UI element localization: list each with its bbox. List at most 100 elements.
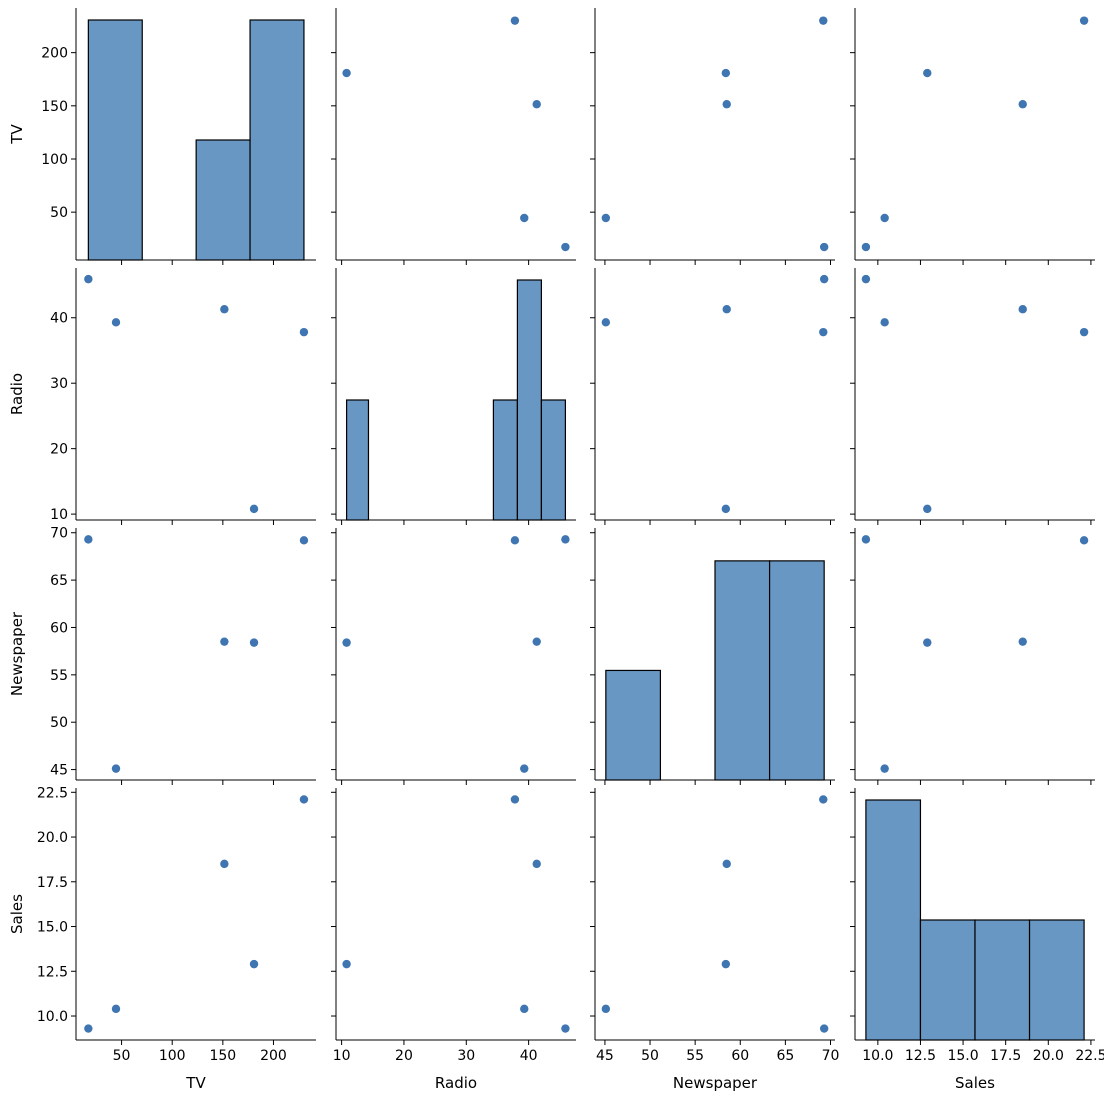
x-tick-label: 15.0 (947, 1048, 978, 1064)
panel-radio-vs-newspaper (590, 268, 835, 525)
scatter-point (84, 1024, 93, 1033)
y-tick-label: 10.0 (37, 1009, 68, 1025)
scatter-point (520, 1004, 529, 1014)
panel-sales-vs-sales: 10.0 12.5 15.0 17.5 20.0 22.5 (850, 788, 1104, 1064)
x-tick-label: 70 (822, 1048, 840, 1064)
x-tick-label: 65 (776, 1048, 794, 1064)
scatter-point (299, 327, 309, 337)
x-tick-label: 200 (260, 1048, 287, 1064)
scatter-point (561, 535, 570, 544)
scatter-point (532, 100, 541, 109)
scatter-point (111, 318, 121, 327)
histogram-bar (540, 399, 567, 521)
scatter-point (299, 795, 309, 804)
scatter-point (722, 859, 731, 869)
x-tick-label: 20.0 (1033, 1048, 1064, 1064)
y-tick-label: 22.5 (37, 785, 68, 801)
y-tick-label: 30 (50, 376, 68, 392)
scatter-point (520, 213, 529, 223)
histogram-bar (249, 19, 305, 261)
histogram-bar (516, 279, 543, 521)
scatter-point (249, 504, 259, 514)
x-tick-label: 100 (159, 1048, 186, 1064)
scatter-point (861, 274, 871, 284)
scatter-point (861, 242, 871, 252)
y-tick-label: 45 (50, 763, 68, 779)
scatter-point (722, 100, 731, 109)
scatter-point (1079, 536, 1089, 545)
histogram-bar (87, 19, 143, 261)
x-tick-label: 60 (731, 1048, 749, 1064)
scatter-point (601, 318, 611, 327)
scatter-point (249, 638, 259, 647)
scatter-point (510, 16, 520, 25)
y-tick-label: 100 (41, 152, 68, 168)
scatter-point (111, 1004, 121, 1014)
scatter-point (1018, 305, 1027, 314)
y-tick-label: 150 (41, 99, 68, 115)
y-tick-label: 10 (50, 507, 68, 523)
scatter-point (880, 213, 889, 223)
panel-newspaper-vs-newspaper (590, 528, 835, 785)
scatter-point (342, 68, 351, 78)
panel-sales-vs-tv: 50 100 150 200 10.0 12.5 15.0 17.5 20.0 22.5 (37, 785, 316, 1064)
y-tick-label: 20 (50, 442, 68, 458)
scatter-point (722, 305, 731, 314)
scatter-point (510, 536, 520, 545)
scatter-point (819, 327, 828, 337)
scatter-point (342, 638, 351, 647)
panel-tv-vs-newspaper (590, 8, 835, 265)
scatter-point (721, 68, 731, 78)
scatter-point (819, 242, 829, 252)
y-axis-label-radio: Radio (8, 373, 26, 415)
scatter-point (342, 959, 351, 969)
scatter-point (880, 318, 889, 327)
y-axis-label-sales: Sales (8, 894, 26, 934)
panel-radio-vs-radio (331, 268, 576, 525)
x-tick-label: 40 (520, 1048, 538, 1064)
x-tick-label: 150 (209, 1048, 236, 1064)
scatter-point (561, 1024, 570, 1033)
y-tick-label: 12.5 (37, 964, 68, 980)
y-tick-label: 55 (50, 668, 68, 684)
scatter-point (532, 859, 541, 869)
histogram-bar (865, 799, 922, 1041)
y-tick-label: 20.0 (37, 830, 68, 846)
scatter-point (111, 764, 121, 773)
y-tick-label: 60 (50, 620, 68, 636)
scatter-point (601, 1004, 611, 1014)
scatter-point (84, 274, 93, 284)
histogram-bar (492, 399, 519, 521)
x-tick-label: 17.5 (990, 1048, 1021, 1064)
scatter-point (819, 1024, 829, 1033)
scatter-point (510, 795, 520, 804)
y-tick-label: 50 (50, 205, 68, 221)
x-tick-label: 10 (333, 1048, 351, 1064)
y-tick-label: 40 (50, 311, 68, 327)
histogram-bar (714, 560, 771, 781)
panel-tv-vs-tv: 50 100 150 200 (41, 8, 316, 265)
x-tick-label: 22.5 (1075, 1048, 1104, 1064)
panel-tv-vs-radio (331, 8, 576, 265)
scatter-point (819, 16, 828, 25)
panel-newspaper-vs-radio (331, 528, 576, 785)
x-axis-label-sales: Sales (955, 1074, 995, 1092)
histogram-bar (1028, 919, 1085, 1041)
histogram-bar (919, 919, 976, 1041)
panel-radio-vs-tv: 10 20 30 40 (50, 268, 316, 525)
histogram-bar (605, 669, 662, 781)
histogram-bar (768, 560, 825, 781)
scatter-point (721, 959, 731, 969)
scatter-point (1079, 327, 1089, 337)
scatter-point (532, 637, 541, 646)
x-tick-label: 55 (686, 1048, 704, 1064)
y-tick-label: 65 (50, 573, 68, 589)
histogram-bar (974, 919, 1031, 1041)
y-tick-label: 50 (50, 715, 68, 731)
histogram-bar (195, 139, 251, 261)
scatter-point (220, 859, 229, 869)
x-tick-label: 30 (457, 1048, 475, 1064)
x-axis-label-newspaper: Newspaper (673, 1074, 758, 1092)
scatter-point (601, 213, 611, 223)
scatter-point (1018, 637, 1027, 646)
